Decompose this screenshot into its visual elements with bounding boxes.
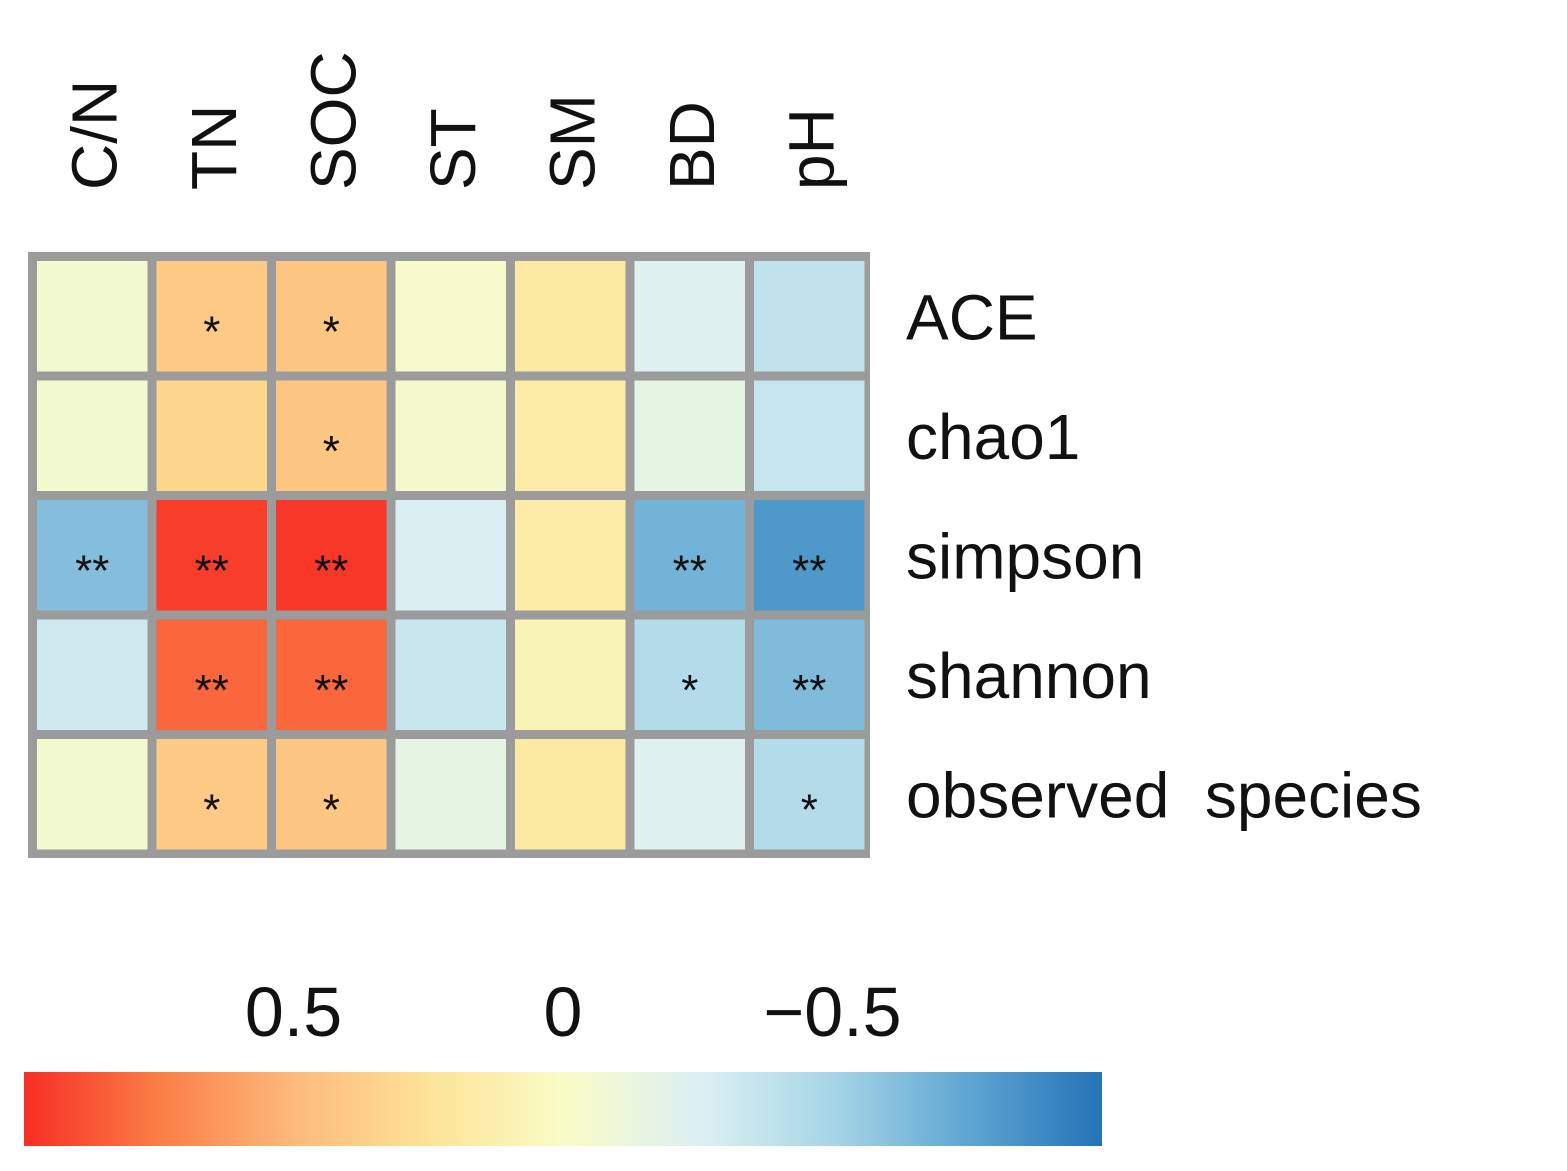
colorbar: 0.5 0 −0.5 (24, 973, 1102, 1146)
heatmap-cell (37, 739, 148, 850)
heatmap-cell (634, 739, 745, 850)
row-label: ACE (906, 281, 1038, 353)
heatmap-cell (515, 380, 626, 491)
heatmap-cell (634, 380, 745, 491)
colorbar-tick-label: −0.5 (763, 973, 901, 1051)
heatmap-cell (515, 619, 626, 730)
row-label: simpson (906, 520, 1144, 592)
heatmap-cell (156, 380, 267, 491)
significance-mark: ** (195, 666, 229, 715)
significance-mark: * (681, 666, 698, 715)
column-label: SM (536, 94, 608, 190)
heatmap-cell (754, 500, 865, 611)
significance-mark: * (203, 785, 220, 834)
heatmap-cell (634, 500, 745, 611)
heatmap-cell (276, 500, 387, 611)
heatmap-cell (156, 500, 267, 611)
heatmap-cell (276, 261, 387, 372)
colorbar-tick-label: 0.5 (245, 973, 342, 1051)
significance-mark: ** (75, 546, 109, 595)
heatmap-cell (395, 380, 506, 491)
significance-mark: ** (314, 546, 348, 595)
row-labels: ACE chao1 simpson shannon observed species (906, 281, 1422, 831)
heatmap-cell (515, 500, 626, 611)
column-label: C/N (58, 80, 130, 190)
heatmap-cell (754, 739, 865, 850)
heatmap-cell (156, 739, 267, 850)
heatmap-cell (276, 380, 387, 491)
heatmap-cell (37, 380, 148, 491)
heatmap-cell (395, 739, 506, 850)
colorbar-tick-label: 0 (544, 973, 583, 1051)
heatmap-cell (156, 619, 267, 730)
row-label: chao1 (906, 401, 1080, 473)
significance-mark: * (801, 785, 818, 834)
colorbar-bar (24, 1072, 1102, 1146)
column-label: ST (417, 108, 489, 190)
heatmap-cell (634, 619, 745, 730)
heatmap-cell (276, 619, 387, 730)
significance-mark: * (323, 307, 340, 356)
heatmap-cell (395, 261, 506, 372)
significance-mark: * (203, 307, 220, 356)
heatmap-cell (395, 619, 506, 730)
heatmap-cell (634, 261, 745, 372)
heatmap-cell (276, 739, 387, 850)
heatmap-cell (37, 261, 148, 372)
column-label: TN (178, 105, 250, 190)
heatmap-cell (515, 739, 626, 850)
heatmap-cell (754, 380, 865, 491)
heatmap-cell (37, 500, 148, 611)
heatmap-cell (515, 261, 626, 372)
column-label: BD (656, 101, 728, 190)
heatmap-cell (395, 500, 506, 611)
colorbar-tick-labels: 0.5 0 −0.5 (245, 973, 902, 1051)
column-labels: C/N TN SOC ST SM BD pH (58, 51, 847, 190)
significance-mark: ** (314, 666, 348, 715)
heatmap-cell (754, 619, 865, 730)
significance-mark: ** (673, 546, 707, 595)
heatmap-cell (37, 619, 148, 730)
heatmap-cells: * **** ** ** ** **** ** * *** * * (37, 261, 865, 850)
heatmap-cell (754, 261, 865, 372)
heatmap-cell (156, 261, 267, 372)
column-label: SOC (297, 51, 369, 190)
row-label: observed species (906, 759, 1422, 831)
significance-mark: * (323, 785, 340, 834)
significance-mark: ** (195, 546, 229, 595)
row-label: shannon (906, 640, 1152, 712)
significance-mark: * (323, 427, 340, 476)
significance-mark: ** (792, 666, 826, 715)
column-label: pH (775, 108, 847, 190)
significance-mark: ** (792, 546, 826, 595)
